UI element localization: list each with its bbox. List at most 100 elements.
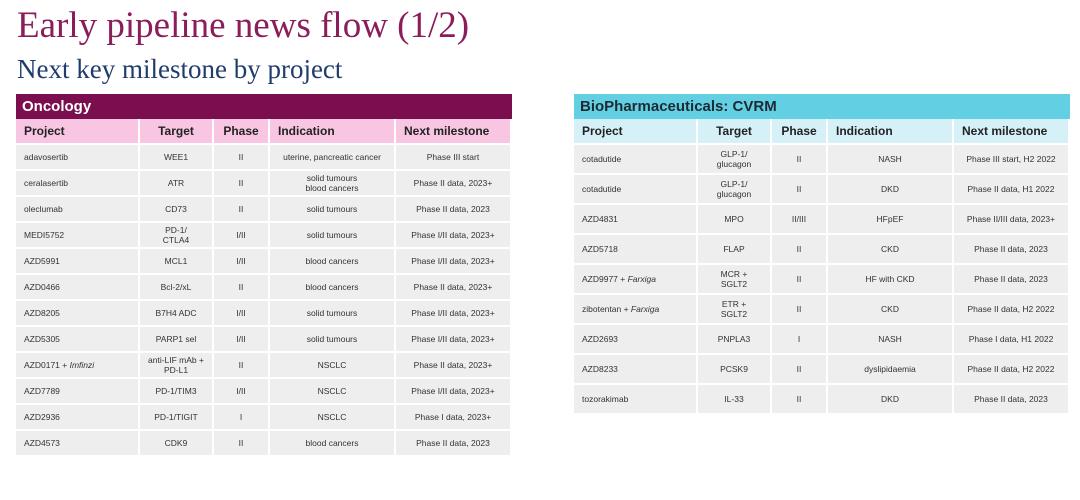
oncology-panel: Oncology Project Target Phase Indication… [16, 94, 512, 457]
table-row: AZD0466 Bcl-2/xL II blood cancers Phase II d… [16, 275, 512, 301]
indication-cell: blood cancers [270, 275, 396, 301]
project-cell: cotadutide [574, 175, 698, 205]
milestone-cell: Phase I/II data, 2023+ [396, 223, 512, 249]
milestone-cell: Phase II data, H2 2022 [954, 355, 1070, 385]
project-cell: AZD7789 [16, 379, 140, 405]
milestone-cell: Phase II data, 2023+ [396, 353, 512, 379]
table-row: AZD8205 B7H4 ADC I/II solid tumours Phase I/… [16, 301, 512, 327]
phase-cell: II/III [772, 205, 828, 235]
milestone-cell: Phase II data, 2023+ [396, 275, 512, 301]
milestone-cell: Phase III start, H2 2022 [954, 145, 1070, 175]
milestone-cell: Phase II data, H1 2022 [954, 175, 1070, 205]
milestone-cell: Phase II data, 2023 [396, 431, 512, 457]
target-cell: B7H4 ADC [140, 301, 214, 327]
page-title: Early pipeline news flow (1/2) [17, 5, 470, 46]
col-target: Target [140, 119, 214, 145]
phase-cell: I/II [214, 327, 270, 353]
milestone-cell: Phase III start [396, 145, 512, 171]
page-subtitle: Next key milestone by project [17, 54, 343, 84]
target-cell: PCSK9 [698, 355, 772, 385]
target-cell: CDK9 [140, 431, 214, 457]
col-phase: Phase [772, 119, 828, 145]
indication-cell: HFpEF [828, 205, 954, 235]
target-cell: PD-1/TIGIT [140, 405, 214, 431]
indication-cell: solid tumours [270, 327, 396, 353]
project-cell: ceralasertib [16, 171, 140, 197]
table-row: AZD4831 MPO II/III HFpEF Phase II/III data, … [574, 205, 1070, 235]
indication-cell: solid tumours blood cancers [270, 171, 396, 197]
indication-cell: NASH [828, 325, 954, 355]
col-phase: Phase [214, 119, 270, 145]
project-cell: AZD2936 [16, 405, 140, 431]
indication-cell: NSCLC [270, 405, 396, 431]
indication-cell: solid tumours [270, 301, 396, 327]
phase-cell: II [772, 235, 828, 265]
target-cell: MCL1 [140, 249, 214, 275]
project-cell: AZD8205 [16, 301, 140, 327]
table-row: AZD4573 CDK9 II blood cancers Phase II data,… [16, 431, 512, 457]
milestone-cell: Phase I/II data, 2023+ [396, 379, 512, 405]
oncology-header-row: Project Target Phase Indication Next mil… [16, 119, 512, 145]
milestone-cell: Phase I data, H1 2022 [954, 325, 1070, 355]
target-cell: PNPLA3 [698, 325, 772, 355]
project-cell: AZD5305 [16, 327, 140, 353]
indication-cell: dyslipidaemia [828, 355, 954, 385]
project-cell: AZD0466 [16, 275, 140, 301]
target-cell: WEE1 [140, 145, 214, 171]
col-next-milestone: Next milestone [396, 119, 512, 145]
indication-cell: HF with CKD [828, 265, 954, 295]
project-cell: adavosertib [16, 145, 140, 171]
phase-cell: II [214, 431, 270, 457]
col-indication: Indication [270, 119, 396, 145]
phase-cell: II [772, 175, 828, 205]
indication-cell: NASH [828, 145, 954, 175]
project-cell: MEDI5752 [16, 223, 140, 249]
project-cell: tozorakimab [574, 385, 698, 415]
project-suffix: Imfinzi [69, 360, 95, 370]
project-cell: AZD5718 [574, 235, 698, 265]
milestone-cell: Phase II data, 2023 [954, 265, 1070, 295]
project-cell: AZD2693 [574, 325, 698, 355]
phase-cell: I/II [214, 379, 270, 405]
oncology-rows: adavosertib WEE1 II uterine, pancreatic can… [16, 145, 512, 457]
target-cell: PARP1 sel [140, 327, 214, 353]
oncology-header: Oncology [16, 94, 512, 119]
indication-cell: DKD [828, 385, 954, 415]
phase-cell: II [772, 295, 828, 325]
phase-cell: II [772, 385, 828, 415]
cvrm-header-row: Project Target Phase Indication Next mil… [574, 119, 1070, 145]
milestone-cell: Phase I/II data, 2023+ [396, 301, 512, 327]
table-row: oleclumab CD73 II solid tumours Phase II dat… [16, 197, 512, 223]
table-row: AZD2936 PD-1/TIGIT I NSCLC Phase I data, 202… [16, 405, 512, 431]
indication-cell: NSCLC [270, 379, 396, 405]
table-row: ceralasertib ATR II solid tumours blood canc… [16, 171, 512, 197]
table-row: AZD2693 PNPLA3 I NASH Phase I data, H1 2022 [574, 325, 1070, 355]
table-row: AZD7789 PD-1/TIM3 I/II NSCLC Phase I/II data… [16, 379, 512, 405]
table-row: zibotentan + Farxiga ETR + SGLT2 II CKD Phase… [574, 295, 1070, 325]
indication-cell: blood cancers [270, 249, 396, 275]
table-row: AZD5718 FLAP II CKD Phase II data, 2023 [574, 235, 1070, 265]
indication-cell: CKD [828, 235, 954, 265]
milestone-cell: Phase I data, 2023+ [396, 405, 512, 431]
project-cell: AZD8233 [574, 355, 698, 385]
table-row: AZD5991 MCL1 I/II blood cancers Phase I/II d… [16, 249, 512, 275]
target-cell: IL-33 [698, 385, 772, 415]
phase-cell: I/II [214, 301, 270, 327]
col-next-milestone: Next milestone [954, 119, 1070, 145]
target-cell: FLAP [698, 235, 772, 265]
table-row: AZD0171 + Imfinzi anti-LIF mAb + PD-L1 II NS… [16, 353, 512, 379]
target-cell: MPO [698, 205, 772, 235]
indication-cell: CKD [828, 295, 954, 325]
milestone-cell: Phase II data, H2 2022 [954, 295, 1070, 325]
oncology-table: Project Target Phase Indication Next mil… [16, 119, 512, 457]
milestone-cell: Phase II data, 2023 [954, 235, 1070, 265]
col-target: Target [698, 119, 772, 145]
table-row: AZD8233 PCSK9 II dyslipidaemia Phase II data… [574, 355, 1070, 385]
indication-cell: solid tumours [270, 197, 396, 223]
phase-cell: II [772, 265, 828, 295]
indication-cell: solid tumours [270, 223, 396, 249]
cvrm-panel: BioPharmaceuticals: CVRM Project Target … [574, 94, 1070, 415]
table-row: cotadutide GLP-1/glucagon II NASH Phase III … [574, 145, 1070, 175]
indication-cell: blood cancers [270, 431, 396, 457]
indication-cell: DKD [828, 175, 954, 205]
